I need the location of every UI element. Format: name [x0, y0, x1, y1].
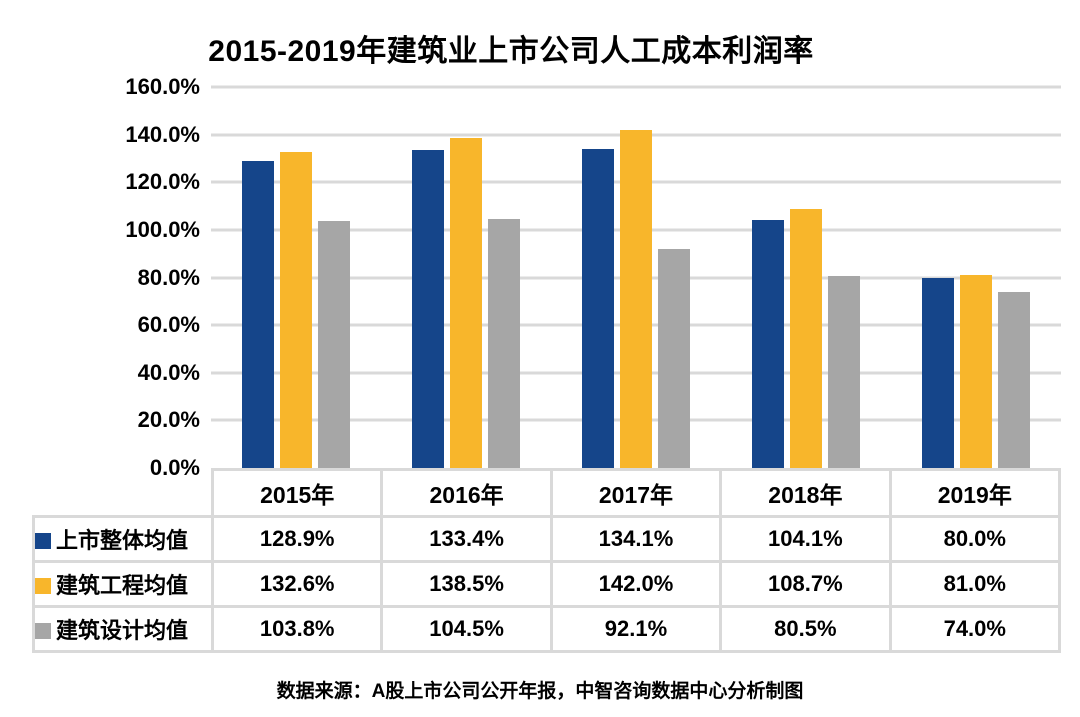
y-tick-label: 20.0% [137, 407, 200, 433]
legend-swatch-icon [35, 578, 51, 595]
gridline [211, 85, 1061, 89]
bar-建筑设计均值-2018年 [828, 276, 860, 468]
value-cell: 138.5% [380, 560, 553, 609]
y-tick-label: 60.0% [137, 312, 200, 338]
bar-建筑工程均值-2016年 [450, 138, 482, 468]
value-cell: 133.4% [380, 515, 553, 564]
bar-groups [211, 87, 1061, 468]
bar-建筑工程均值-2015年 [280, 152, 312, 468]
y-tick-label: 100.0% [125, 216, 200, 242]
table-row: 建筑工程均值 132.6% 138.5% 142.0% 108.7% 81.0% [32, 560, 1062, 609]
data-table: 2015年 2016年 2017年 2018年 2019年上市整体均值 128.9% 133… [32, 467, 1062, 653]
table-header-2017年: 2017年 [549, 467, 723, 519]
bar-建筑工程均值-2018年 [790, 209, 822, 468]
value-cell: 80.5% [719, 605, 892, 653]
table-row: 上市整体均值 128.9% 133.4% 134.1% 104.1% 80.0% [32, 515, 1062, 564]
value-cell: 108.7% [719, 560, 892, 609]
bar-建筑工程均值-2017年 [620, 129, 652, 468]
value-cell: 142.0% [549, 560, 723, 609]
value-cell: 104.5% [380, 605, 553, 653]
bar-建筑设计均值-2016年 [488, 219, 520, 468]
bar-group-2019年 [891, 87, 1061, 468]
value-cell: 128.9% [210, 515, 384, 564]
legend-swatch-icon [35, 623, 51, 640]
legend-swatch-icon [35, 533, 51, 550]
bar-上市整体均值-2019年 [922, 277, 954, 468]
bar-上市整体均值-2015年 [242, 161, 274, 468]
legend-label: 上市整体均值 [56, 528, 189, 554]
bar-建筑工程均值-2019年 [960, 275, 992, 468]
table-row: 建筑设计均值 103.8% 104.5% 92.1% 80.5% 74.0% [32, 605, 1062, 653]
legend-cell-建筑工程均值: 建筑工程均值 [32, 560, 214, 609]
legend-cell-上市整体均值: 上市整体均值 [32, 515, 214, 564]
value-cell: 92.1% [549, 605, 723, 653]
table-header-2018年: 2018年 [719, 467, 892, 519]
y-tick-label: 40.0% [137, 359, 200, 385]
value-cell: 80.0% [888, 515, 1062, 564]
bar-group-2017年 [551, 87, 721, 468]
source-note: 数据来源：A股上市公司公开年报，中智咨询数据中心分析制图 [276, 681, 804, 702]
bar-上市整体均值-2018年 [752, 220, 784, 468]
bar-group-2016年 [381, 87, 551, 468]
y-tick-label: 80.0% [137, 264, 200, 290]
bar-建筑设计均值-2019年 [998, 291, 1030, 468]
value-cell: 103.8% [210, 605, 384, 653]
value-cell: 104.1% [719, 515, 892, 564]
table-blank-cell [34, 470, 213, 517]
legend-label: 建筑设计均值 [56, 618, 189, 644]
value-cell: 132.6% [210, 560, 384, 609]
chart-title: 2015-2019年建筑业上市公司人工成本利润率 [208, 35, 814, 68]
bar-group-2018年 [721, 87, 891, 468]
y-tick-label: 120.0% [125, 169, 200, 195]
y-tick-label: 0.0% [149, 455, 200, 480]
bar-上市整体均值-2016年 [412, 150, 444, 468]
table-header-2019年: 2019年 [888, 467, 1062, 519]
plot-area [211, 85, 1061, 468]
bar-建筑设计均值-2017年 [658, 248, 690, 468]
legend-label: 建筑工程均值 [56, 573, 189, 599]
y-tick-label: 160.0% [125, 74, 200, 99]
table-header-2016年: 2016年 [380, 467, 553, 519]
bar-group-2015年 [211, 87, 381, 468]
value-cell: 74.0% [888, 605, 1062, 653]
y-axis: 160.0% 140.0% 120.0% 100.0% 80.0% 60.0% 40.0% 2… [0, 74, 200, 481]
bar-建筑设计均值-2015年 [318, 220, 350, 468]
bar-上市整体均值-2017年 [582, 148, 614, 468]
y-tick-label: 140.0% [125, 121, 200, 147]
value-cell: 81.0% [888, 560, 1062, 609]
value-cell: 134.1% [549, 515, 723, 564]
table-header-2015年: 2015年 [210, 467, 384, 519]
legend-cell-建筑设计均值: 建筑设计均值 [32, 605, 214, 653]
